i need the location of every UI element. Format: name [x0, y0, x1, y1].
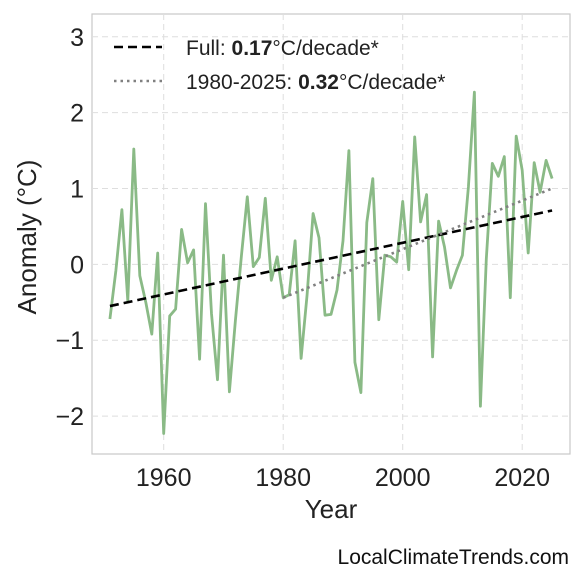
series-lines — [108, 90, 554, 435]
anomaly-series-line — [108, 90, 554, 435]
tick-labels: 1960 1980 2000 2020 −2 −1 0 1 2 3 — [55, 24, 550, 492]
y-axis-title: Anomaly (°C) — [12, 160, 42, 315]
y-tick-label: 0 — [70, 251, 84, 279]
y-tick-label: −2 — [55, 403, 84, 431]
y-tick-label: −1 — [55, 327, 84, 355]
trend-line-full — [109, 209, 553, 308]
trend-lines — [109, 187, 553, 308]
grid — [92, 14, 570, 454]
legend: Full: 0.17°C/decade* 1980-2025: 0.32°C/d… — [114, 37, 445, 94]
y-tick-label: 3 — [70, 24, 84, 52]
x-axis-title: Year — [305, 494, 358, 524]
legend-entry-full: Full: 0.17°C/decade* — [186, 37, 379, 60]
x-tick-label: 2000 — [375, 464, 431, 492]
trend-line-recent — [282, 187, 553, 299]
x-tick-label: 2020 — [494, 464, 550, 492]
y-tick-label: 1 — [70, 175, 84, 203]
x-tick-label: 1960 — [136, 464, 192, 492]
legend-entry-recent: 1980-2025: 0.32°C/decade* — [186, 71, 445, 94]
site-credit: LocalClimateTrends.com — [337, 546, 569, 569]
y-tick-label: 2 — [70, 100, 84, 128]
x-tick-label: 1980 — [255, 464, 311, 492]
plot-frame — [91, 13, 571, 455]
